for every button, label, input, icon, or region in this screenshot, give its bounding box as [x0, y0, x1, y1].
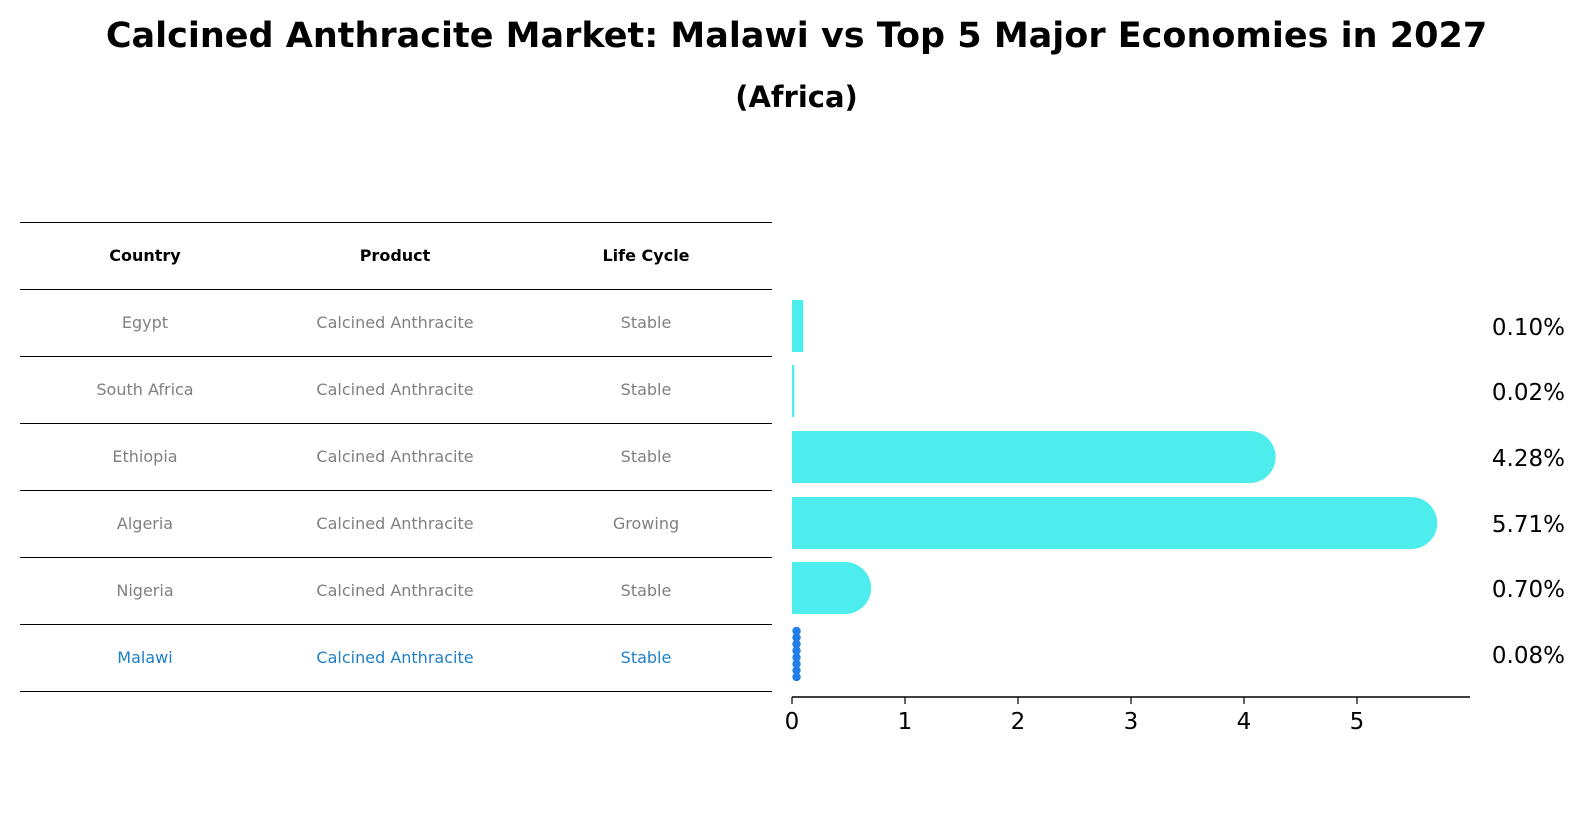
cell-product: Calcined Anthracite: [316, 514, 474, 533]
bar-algeria-base: [792, 497, 818, 549]
x-tick-label: 5: [1350, 709, 1365, 735]
table-header-row: Country Product Life Cycle: [20, 222, 772, 289]
cell-product: Calcined Anthracite: [316, 380, 474, 399]
cell-country: Malawi: [117, 648, 173, 667]
bar-malawi-dot: [792, 639, 801, 649]
cell-life-cycle: Stable: [620, 581, 672, 600]
cell-product: Calcined Anthracite: [316, 648, 474, 667]
x-tick-label: 3: [1124, 709, 1139, 735]
header-life-cycle: Life Cycle: [602, 246, 690, 265]
value-label-algeria: 5.71%: [1492, 512, 1565, 538]
cell-country: Ethiopia: [112, 447, 178, 466]
table-row: Algeria Calcined Anthracite Growing: [20, 490, 772, 557]
bar-malawi-dot: [792, 626, 801, 636]
cell-life-cycle: Stable: [620, 313, 672, 332]
table-row: Nigeria Calcined Anthracite Stable: [20, 557, 772, 624]
bar-ethiopia: [792, 431, 1276, 483]
bar-malawi-dot: [792, 653, 801, 662]
table-row: Egypt Calcined Anthracite Stable: [20, 289, 772, 356]
header-country: Country: [109, 246, 181, 265]
x-tick-label: 2: [1011, 709, 1026, 735]
cell-product: Calcined Anthracite: [316, 447, 474, 466]
bar-egypt: [792, 300, 804, 352]
x-tick-label: 1: [898, 709, 913, 735]
cell-life-cycle: Stable: [620, 648, 672, 667]
value-label-south-africa: 0.02%: [1492, 380, 1565, 406]
cell-country: Algeria: [116, 514, 174, 533]
x-tick-label: 4: [1237, 709, 1252, 735]
table-row: South Africa Calcined Anthracite Stable: [20, 356, 772, 423]
chart-title: Calcined Anthracite Market: Malawi vs To…: [105, 16, 1488, 56]
cell-country: South Africa: [96, 380, 194, 399]
x-tick-label: 0: [785, 709, 800, 735]
bar-malawi-dot: [792, 672, 801, 682]
cell-product: Calcined Anthracite: [316, 581, 474, 600]
value-label-malawi: 0.08%: [1492, 643, 1565, 669]
table-row: Ethiopia Calcined Anthracite Stable: [20, 423, 772, 490]
header-product: Product: [359, 246, 431, 265]
bar-malawi-dot: [792, 666, 801, 675]
bar-algeria: [792, 497, 1438, 549]
bar-south-africa: [792, 365, 795, 417]
country-table: Country Product Life Cycle Egypt Calcine…: [20, 222, 772, 692]
cell-life-cycle: Stable: [620, 380, 672, 399]
value-label-egypt: 0.10%: [1492, 315, 1565, 341]
bar-malawi-dot: [792, 633, 801, 642]
bar-malawi-dot: [792, 646, 801, 655]
chart-subtitle: (Africa): [735, 80, 858, 114]
bar-ethiopia-base: [792, 431, 818, 483]
cell-life-cycle: Growing: [612, 514, 680, 533]
cell-product: Calcined Anthracite: [316, 313, 474, 332]
cell-country: Egypt: [121, 313, 169, 332]
bar-nigeria-base: [792, 562, 818, 614]
cell-life-cycle: Stable: [620, 447, 672, 466]
value-label-ethiopia: 4.28%: [1492, 446, 1565, 472]
cell-country: Nigeria: [116, 581, 174, 600]
value-label-nigeria: 0.70%: [1492, 577, 1565, 603]
bar-malawi-dot: [792, 659, 801, 669]
table-row-highlight: Malawi Calcined Anthracite Stable: [20, 624, 772, 692]
